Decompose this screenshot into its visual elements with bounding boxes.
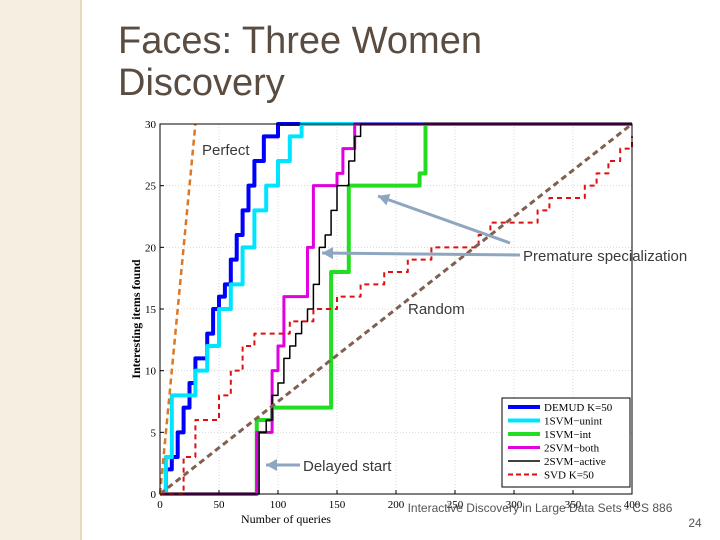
legend-label: SVD K=50 xyxy=(544,470,594,482)
legend-box xyxy=(501,397,631,488)
y-tick-label: 25 xyxy=(145,181,157,193)
arrow-head xyxy=(378,194,391,206)
arrow-shaft xyxy=(377,194,511,245)
annotation-perfect: Perfect xyxy=(202,142,250,159)
arrow-head xyxy=(322,247,334,260)
series-line-perfect xyxy=(158,123,197,495)
x-tick-label: 200 xyxy=(388,499,405,511)
y-tick-label: 15 xyxy=(145,304,157,316)
x-tick-label: 50 xyxy=(214,499,226,511)
x-tick-label: 100 xyxy=(270,499,287,511)
legend-label: 1SVM−int xyxy=(544,429,591,441)
x-tick-label: 300 xyxy=(506,499,523,511)
axis-layer: 0 50 100 150 200 250 300 350 400 0 5 10 15 20 25 30 Numb… xyxy=(129,119,641,526)
x-tick-label: 150 xyxy=(329,499,346,511)
sidebar-divider xyxy=(80,0,82,540)
page-number: 24 xyxy=(688,516,702,530)
legend-label: 1SVM−unint xyxy=(544,416,602,428)
x-tick-label: 400 xyxy=(624,499,641,511)
legend-label: 2SVM−both xyxy=(544,443,600,455)
y-tick-label: 0 xyxy=(151,489,157,501)
x-tick-label: 350 xyxy=(565,499,582,511)
annotation-random: Random xyxy=(408,301,465,318)
slide-title: Faces: Three Women Discovery xyxy=(118,20,482,104)
slide-sidebar xyxy=(0,0,82,540)
legend-label: 2SVM−active xyxy=(544,456,606,468)
series-layer xyxy=(158,122,633,496)
x-tick-label: 250 xyxy=(447,499,464,511)
y-tick-label: 10 xyxy=(145,366,157,378)
arrow-premature-to-2svm xyxy=(321,247,521,260)
series-line-demud xyxy=(160,122,632,496)
y-tick-label: 20 xyxy=(145,242,157,254)
arrow-premature-to-1svm xyxy=(377,194,511,245)
y-tick-label: 30 xyxy=(145,119,157,131)
arrow-layer xyxy=(266,194,521,471)
y-tick-label: 5 xyxy=(151,427,157,439)
y-axis-label: Interesting items found xyxy=(129,259,143,378)
x-tick-label: 0 xyxy=(157,499,163,511)
arrow-head xyxy=(266,459,277,471)
x-axis-label: Number of queries xyxy=(241,512,331,526)
series-line-1svm-unint xyxy=(160,122,632,496)
series-line-svd xyxy=(160,136,633,495)
arrow-delayed-start xyxy=(266,459,300,471)
slide-footer: Interactive Discovery in Large Data Sets… xyxy=(407,501,673,515)
legend-label: DEMUD K=50 xyxy=(544,402,613,414)
arrow-shaft xyxy=(321,251,521,257)
annotation-premature-specialization: Premature specialization xyxy=(523,248,688,265)
annotation-delayed-start: Delayed start xyxy=(303,458,392,475)
series-line-2svm-active xyxy=(160,123,632,495)
